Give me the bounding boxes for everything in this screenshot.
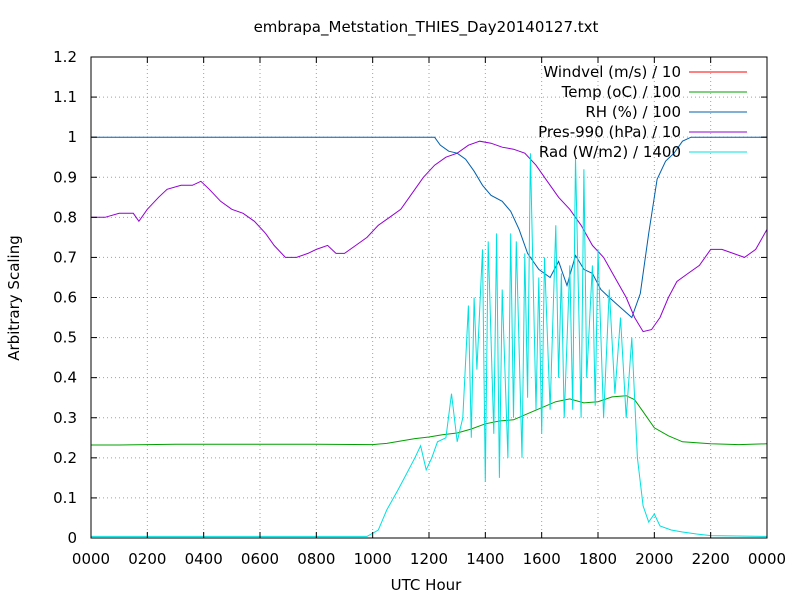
- y-tick-label: 0.9: [53, 168, 77, 186]
- y-tick-label: 0.1: [53, 489, 77, 507]
- x-axis-label: UTC Hour: [391, 576, 462, 594]
- y-tick-label: 0.5: [53, 329, 77, 347]
- y-tick-label: 0.6: [53, 289, 77, 307]
- x-tick-label: 0000: [72, 550, 110, 568]
- y-axis-label: Arbitrary Scaling: [5, 235, 23, 361]
- y-tick-label: 0.4: [53, 369, 77, 387]
- series-line-4: [91, 153, 768, 537]
- legend-entry-label: Windvel (m/s) / 10: [543, 63, 681, 81]
- x-tick-label: 2000: [635, 550, 673, 568]
- y-tick-label: 0.8: [53, 208, 77, 226]
- x-tick-label: 1600: [523, 550, 561, 568]
- x-tick-label: 2200: [692, 550, 730, 568]
- legend-entry-label: RH (%) / 100: [585, 103, 681, 121]
- x-tick-label: 1000: [354, 550, 392, 568]
- legend-entry-label: Rad (W/m2) / 1400: [539, 143, 681, 161]
- series-line-2: [91, 136, 767, 319]
- x-tick-label: 1800: [579, 550, 617, 568]
- legend-entry-label: Temp (oC) / 100: [561, 83, 681, 101]
- y-tick-label: 1.2: [53, 48, 77, 66]
- chart-title: embrapa_Metstation_THIES_Day20140127.txt: [254, 18, 599, 37]
- legend: Windvel (m/s) / 10 Temp (oC) / 100 RH (%) …: [538, 63, 747, 161]
- y-tick-label: 0.7: [53, 248, 77, 266]
- series-line-3: [91, 140, 768, 333]
- x-tick-label: 0400: [185, 550, 223, 568]
- y-tick-label: 0: [67, 529, 77, 547]
- x-tick-label: 1400: [466, 550, 504, 568]
- x-tick-label: 0000: [748, 550, 786, 568]
- x-axis-ticks: 0000 0200 0400 0600 0800 1000 1200 1400 1600 1800…: [72, 57, 786, 568]
- y-tick-label: 1: [67, 128, 77, 146]
- legend-entry-label: Pres-990 (hPa) / 10: [538, 123, 681, 141]
- x-tick-label: 0200: [128, 550, 166, 568]
- y-tick-label: 1.1: [53, 88, 77, 106]
- y-axis-ticks: 0 0.1 0.2 0.3 0.4 0.5 0.6 0.7 0.8 0.9 1 1.1 1.2: [53, 48, 767, 547]
- y-tick-label: 0.2: [53, 449, 77, 467]
- y-tick-label: 0.3: [53, 409, 77, 427]
- x-tick-label: 0600: [241, 550, 279, 568]
- x-tick-label: 0800: [297, 550, 335, 568]
- x-tick-label: 1200: [410, 550, 448, 568]
